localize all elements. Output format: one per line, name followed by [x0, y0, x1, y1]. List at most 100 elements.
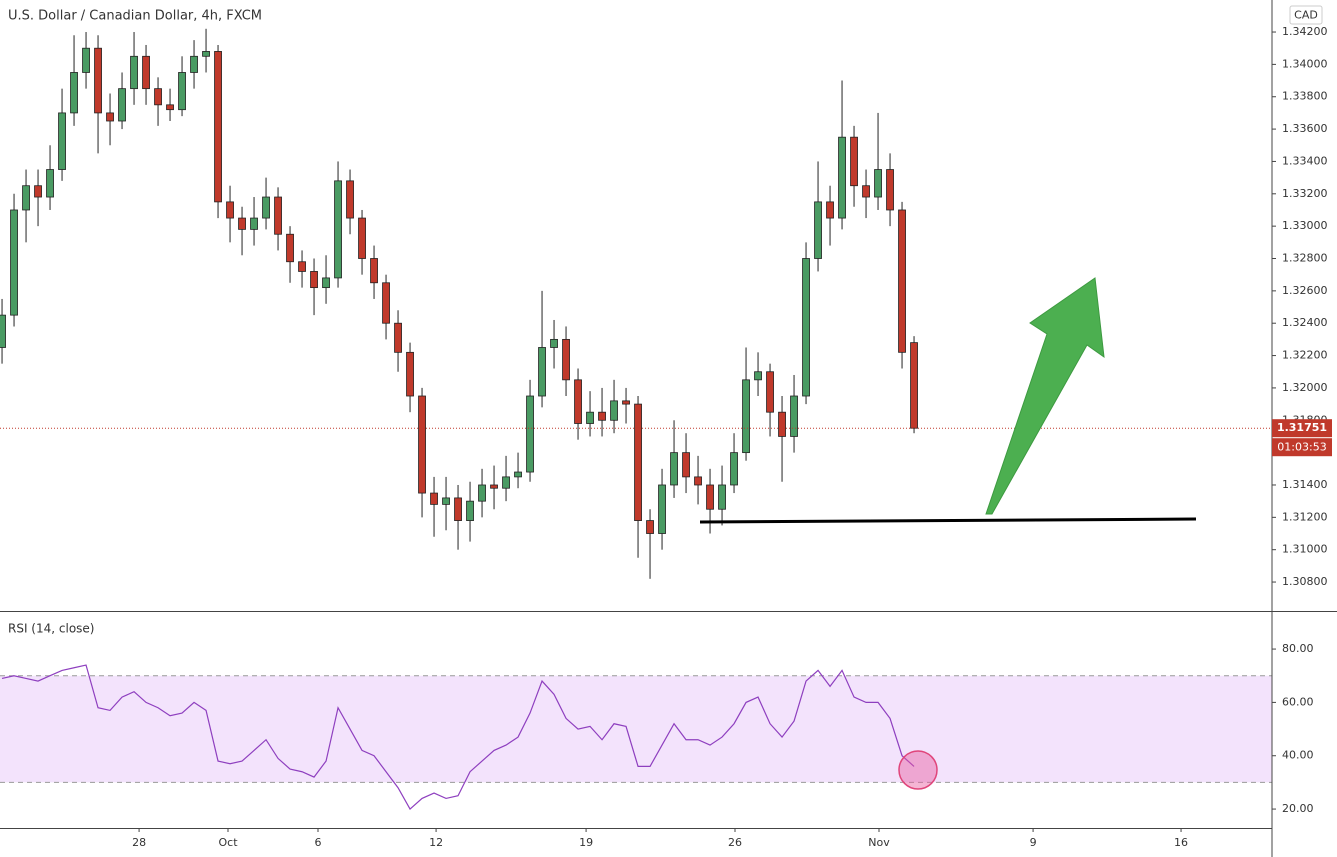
y-tick-label: 1.30800	[1282, 575, 1328, 588]
candle-body	[286, 233, 294, 263]
countdown-box	[1272, 438, 1332, 457]
up-arrow[interactable]	[985, 277, 1105, 515]
y-tick-label: 1.33400	[1282, 154, 1328, 167]
candle-body	[142, 55, 150, 90]
candle-body	[622, 400, 630, 405]
highlight-circle[interactable]	[898, 750, 938, 790]
y-tick-label: 1.31000	[1282, 543, 1328, 556]
candle-body	[562, 338, 570, 381]
candle-body	[394, 322, 402, 353]
candle-body	[154, 88, 162, 106]
y-tick-label: 1.33800	[1282, 90, 1328, 103]
candle-body	[130, 55, 138, 90]
candle-body	[778, 411, 786, 437]
support-line[interactable]	[699, 517, 1197, 524]
y-tick-label: 1.32600	[1282, 284, 1328, 297]
candle-body	[586, 411, 594, 424]
candle-body	[826, 201, 834, 219]
candle-body	[298, 261, 306, 272]
y-tick-label: 1.32000	[1282, 381, 1328, 394]
candle-body	[478, 484, 486, 502]
candle-body	[382, 282, 390, 324]
x-tick-label: 9	[1030, 836, 1037, 849]
chart-title: U.S. Dollar / Canadian Dollar, 4h, FXCM	[8, 9, 262, 24]
candle-body	[250, 217, 258, 230]
candle-body	[82, 47, 90, 73]
y-tick-label: 1.34200	[1282, 25, 1328, 38]
candle-body	[910, 342, 918, 429]
candle-body	[538, 347, 546, 397]
candle-body	[202, 51, 210, 57]
y-tick-label: 1.31200	[1282, 510, 1328, 523]
candle-body	[490, 484, 498, 489]
candle-body	[754, 371, 762, 381]
candle-body	[166, 104, 174, 111]
x-tick-label: Nov	[868, 836, 890, 849]
candle-body	[802, 258, 810, 397]
x-tick-label: 19	[579, 836, 593, 849]
x-tick-label: 28	[132, 836, 146, 849]
currency-button[interactable]	[1289, 5, 1323, 25]
candle-body	[454, 497, 462, 521]
y-tick-label: 1.34000	[1282, 57, 1328, 70]
candle-body	[550, 338, 558, 348]
candle-body	[118, 88, 126, 122]
candle-body	[526, 395, 534, 473]
x-tick-label: Oct	[218, 836, 238, 849]
candle-body	[838, 136, 846, 219]
candle-body	[178, 72, 186, 111]
candle-body	[730, 452, 738, 486]
last-price-box	[1272, 419, 1332, 438]
y-tick-label: 1.31400	[1282, 478, 1328, 491]
x-tick-label: 6	[315, 836, 322, 849]
candle-body	[190, 55, 198, 73]
candle-body	[682, 452, 690, 478]
candle-body	[646, 520, 654, 534]
y-tick-label: 1.32200	[1282, 349, 1328, 362]
candle-body	[34, 185, 42, 198]
candle-body	[406, 351, 414, 397]
candle-body	[214, 51, 222, 203]
candle-body	[610, 400, 618, 421]
candle-body	[898, 209, 906, 353]
x-tick-label: 12	[429, 836, 443, 849]
currency-label[interactable]: CAD	[1294, 9, 1318, 22]
candle-body	[94, 47, 102, 114]
candle-body	[334, 180, 342, 279]
candle-body	[598, 411, 606, 421]
candle-body	[850, 136, 858, 187]
candle-body	[658, 484, 666, 534]
candle-body	[262, 196, 270, 219]
countdown-label: 01:03:53	[1277, 441, 1326, 454]
candle-body	[742, 379, 750, 454]
candle-body	[670, 452, 678, 486]
candle-body	[574, 379, 582, 424]
y-tick-label: 1.33000	[1282, 219, 1328, 232]
candle-body	[346, 180, 354, 219]
candle-body	[886, 169, 894, 211]
candle-body	[274, 196, 282, 235]
candle-body	[58, 112, 66, 170]
indicator-title: RSI (14, close)	[8, 622, 94, 636]
candle-body	[502, 476, 510, 489]
candle-body	[790, 395, 798, 437]
y-tick-label: 1.33200	[1282, 187, 1328, 200]
y-tick-label: 1.33600	[1282, 122, 1328, 135]
x-tick-label: 26	[728, 836, 742, 849]
candle-body	[0, 314, 6, 348]
candle-body	[106, 112, 114, 122]
rsi-band	[0, 675, 1272, 783]
y-tick-label: 60.00	[1282, 695, 1314, 708]
candle-body	[442, 497, 450, 505]
candle-body	[874, 169, 882, 198]
last-price-label: 1.31751	[1277, 421, 1327, 434]
candle-body	[862, 185, 870, 198]
candle-body	[358, 217, 366, 259]
candle-body	[370, 258, 378, 284]
x-tick-label: 16	[1174, 836, 1188, 849]
candle-body	[694, 476, 702, 486]
candle-body	[706, 484, 714, 510]
candle-body	[634, 403, 642, 521]
y-tick-label: 80.00	[1282, 642, 1314, 655]
candle-body	[514, 471, 522, 478]
